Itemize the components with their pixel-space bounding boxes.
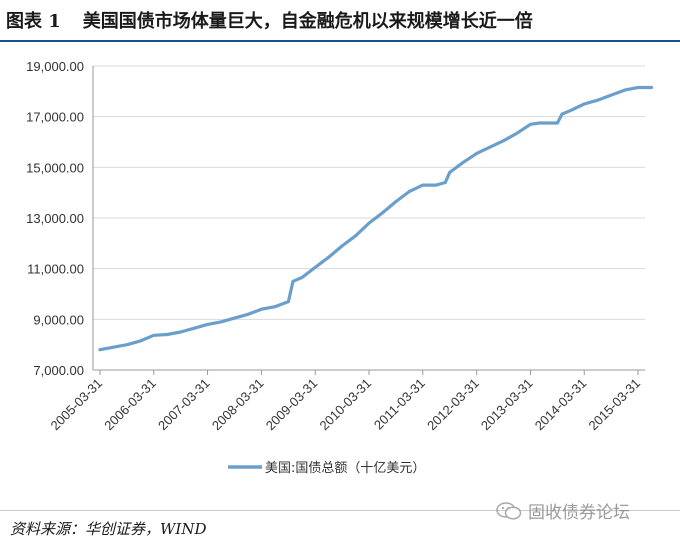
y-tick-label: 11,000.00 <box>27 262 84 277</box>
figure-title: 美国国债市场体量巨大，自金融危机以来规模增长近一倍 <box>82 11 533 32</box>
data-point <box>381 211 384 215</box>
data-point <box>582 102 586 106</box>
data-point <box>179 330 183 334</box>
line-chart: 7,000.00 9,000.00 11,000.00 13,000.00 15,000… <box>26 59 654 476</box>
data-point <box>291 279 295 283</box>
wechat-icon <box>496 501 522 520</box>
data-point <box>287 300 290 303</box>
y-tick-label: 13,000.00 <box>26 211 84 226</box>
data-point <box>461 160 465 164</box>
data-point <box>569 108 573 112</box>
y-tick-label: 9,000.00 <box>33 312 84 327</box>
data-point <box>260 307 263 311</box>
data-point <box>313 266 317 269</box>
y-tick-label: 15,000.00 <box>26 160 84 175</box>
x-tick-label: 2007-03-31 <box>155 376 213 434</box>
data-point <box>542 121 546 125</box>
bottom-divider <box>0 510 680 511</box>
data-point <box>596 98 599 102</box>
x-tick-label: 2014-03-31 <box>532 376 590 434</box>
data-point <box>233 316 236 320</box>
data-point <box>394 200 398 203</box>
data-point <box>502 139 505 143</box>
x-tick-label: 2011-03-31 <box>371 376 428 433</box>
watermark: 固收债券论坛 <box>496 498 630 523</box>
data-point <box>165 333 169 336</box>
x-tick-label: 2006-03-31 <box>101 376 159 434</box>
y-tick-label: 19,000.00 <box>26 59 84 74</box>
data-point <box>300 276 304 279</box>
x-tick-label: 2012-03-31 <box>424 376 482 434</box>
x-tick-label: 2010-03-31 <box>316 376 374 434</box>
data-point <box>538 121 541 125</box>
data-point <box>623 88 627 92</box>
data-point <box>192 326 196 330</box>
data-point <box>219 320 223 324</box>
data-point <box>139 339 142 343</box>
data-point <box>246 312 250 316</box>
y-tick-label: 7,000.00 <box>33 363 84 378</box>
watermark-text: 固收债券论坛 <box>528 503 630 523</box>
data-point <box>515 131 519 135</box>
x-tick-label: 2015-03-31 <box>585 376 643 434</box>
legend-label: 美国:国债总额（十亿美元） <box>265 461 425 476</box>
data-point <box>650 86 653 89</box>
data-point <box>273 305 277 309</box>
data-point <box>152 333 156 337</box>
data-point <box>367 221 371 225</box>
data-point <box>556 121 559 125</box>
figure-number: 图表 1 <box>6 11 61 32</box>
series-line <box>98 85 654 352</box>
x-tick-label: 2009-03-31 <box>263 376 321 434</box>
data-point <box>434 183 438 187</box>
x-tick-label: 2013-03-31 <box>478 376 536 434</box>
data-point <box>448 171 452 174</box>
data-point <box>421 183 425 187</box>
data-point <box>98 348 102 352</box>
data-point <box>560 112 564 116</box>
data-point <box>112 345 115 349</box>
data-point <box>354 234 358 238</box>
data-point <box>340 244 344 248</box>
data-point <box>609 93 613 97</box>
y-tick-label: 17,000.00 <box>26 110 84 125</box>
source-note: 资料来源：华创证券，WIND <box>10 520 207 538</box>
data-point <box>327 255 330 259</box>
data-point <box>125 343 129 347</box>
data-point <box>636 86 640 89</box>
data-point <box>488 145 492 149</box>
x-tick-label: 2005-03-31 <box>47 376 105 434</box>
figure-title-bar: 图表 1 美国国债市场体量巨大，自金融危机以来规模增长近一倍 <box>0 0 680 42</box>
x-tick-label: 2008-03-31 <box>209 376 267 434</box>
data-point <box>408 190 411 193</box>
data-point <box>475 152 479 155</box>
data-point <box>206 323 209 326</box>
data-point <box>529 122 532 126</box>
data-point <box>443 181 447 184</box>
